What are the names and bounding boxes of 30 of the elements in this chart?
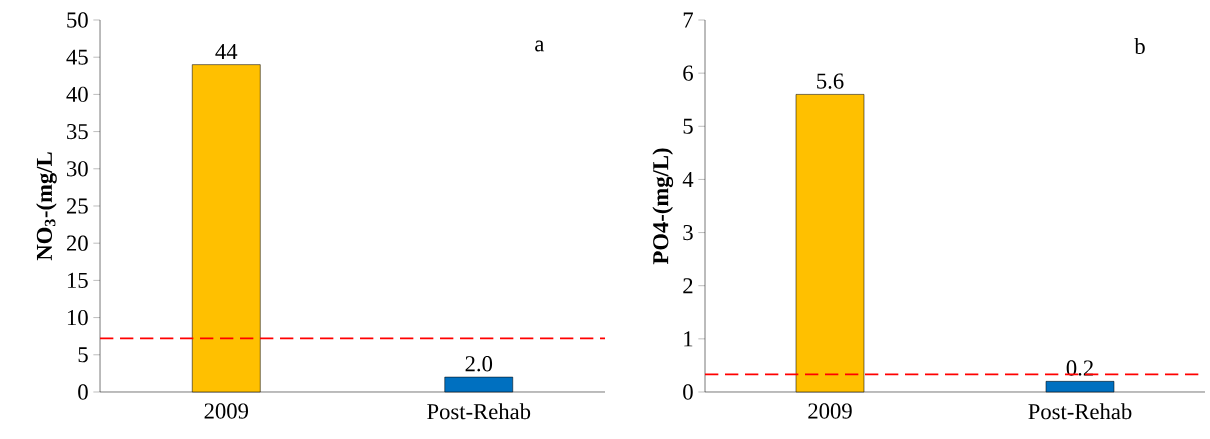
y-tick-label: 0 (683, 384, 693, 400)
y-tick-label: 25 (66, 198, 88, 214)
y-tick-label: 3 (683, 224, 693, 241)
y-tick-label: 5 (683, 118, 693, 134)
data-label: 2.0 (465, 356, 493, 372)
x-tick-label: 2009 (204, 403, 249, 419)
data-label: 5.6 (817, 73, 844, 89)
y-tick-label: 2 (683, 278, 693, 294)
y-tick-label: 1 (684, 331, 693, 347)
annotation: a (535, 40, 545, 52)
y-tick-label: 6 (683, 65, 693, 81)
y-tick-label: 0 (78, 384, 88, 400)
y-tick-label: 10 (67, 309, 88, 326)
y-axis-title: PO4-(mg/L) (652, 148, 674, 265)
y-tick-label: 30 (67, 161, 88, 177)
y-tick-label: 15 (67, 272, 88, 288)
x-tick-label: Post-Rehab (427, 403, 531, 420)
y-tick-label: 5 (78, 347, 88, 363)
y-tick-label: 40 (66, 86, 88, 103)
y-tick-label: 50 (67, 12, 88, 28)
x-tick-label: 2009 (808, 403, 852, 419)
annotation: b (1134, 38, 1145, 55)
x-tick-label: Post-Rehab (1028, 403, 1132, 420)
y-tick-label: 20 (66, 235, 88, 251)
data-label: 44 (215, 44, 238, 60)
y-tick-label: 45 (66, 49, 88, 65)
y-tick-label: 4 (682, 171, 694, 187)
y-tick-label: 7 (683, 12, 693, 28)
y-axis-title: NO$_{3}$-(mg/L (36, 152, 57, 261)
y-tick-label: 35 (67, 123, 88, 140)
